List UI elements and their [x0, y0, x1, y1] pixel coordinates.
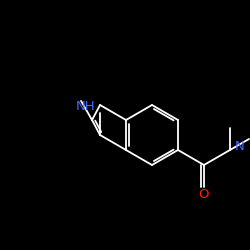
Text: N: N — [235, 140, 245, 153]
Text: NH: NH — [76, 100, 96, 114]
Text: O: O — [199, 188, 209, 202]
